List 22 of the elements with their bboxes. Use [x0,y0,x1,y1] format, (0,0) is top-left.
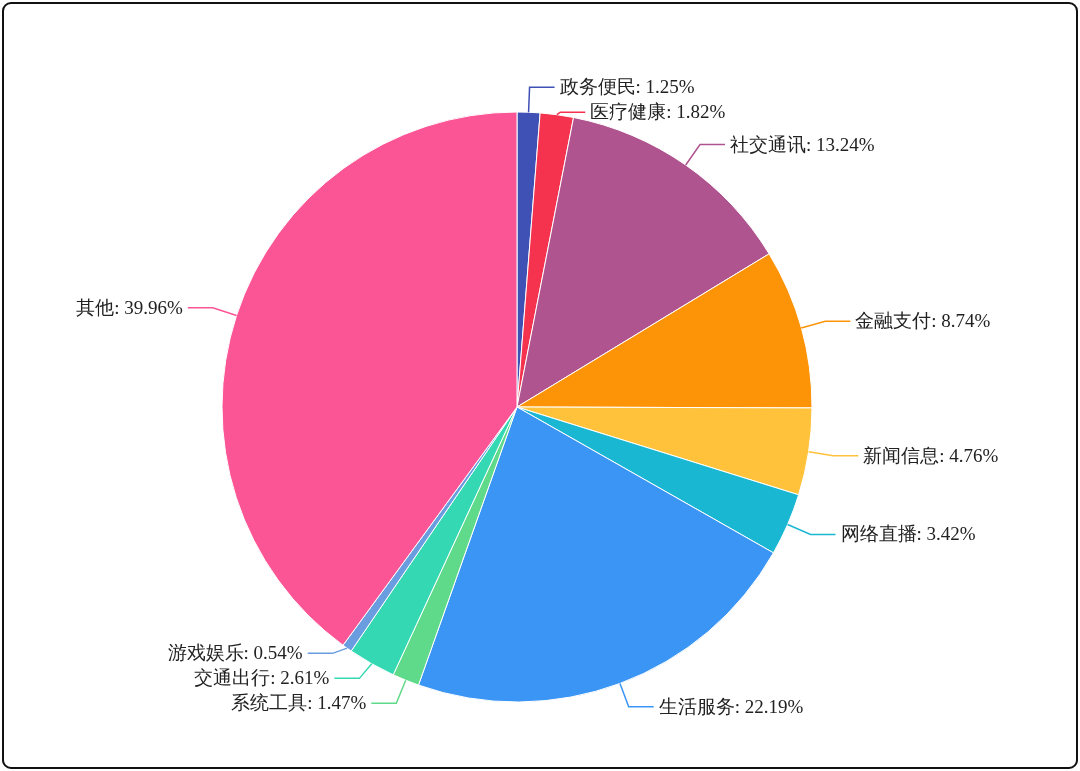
slice-label: 系统工具 [231,692,308,714]
slice-label: 政务便民 [559,76,636,98]
data-label: : 13.24% [806,133,875,155]
data-label: : 2.61% [270,667,330,689]
slice-label: 其他 [76,296,115,318]
data-label: : 1.47% [307,692,367,714]
data-label: : 39.96% [114,296,183,318]
data-label: : 3.42% [916,523,976,545]
slice-label: 网络直播 [840,523,917,545]
data-label: : 1.82% [666,101,726,123]
data-label: : 8.74% [931,310,991,332]
data-label: : 4.76% [939,444,999,466]
slice-label: 生活服务 [658,695,735,717]
slice-label: 交通出行 [194,667,271,689]
data-label: : 1.25% [635,76,695,98]
slice-label: 游戏娱乐 [167,642,244,664]
slice-label: 金融支付 [855,310,932,332]
slice-label: 医疗健康 [590,101,667,123]
data-label: : 22.19% [734,695,804,717]
slice-label: 新闻信息 [863,444,940,466]
data-label: : 0.54% [243,642,303,664]
slice-label: 社交通讯 [730,133,807,155]
